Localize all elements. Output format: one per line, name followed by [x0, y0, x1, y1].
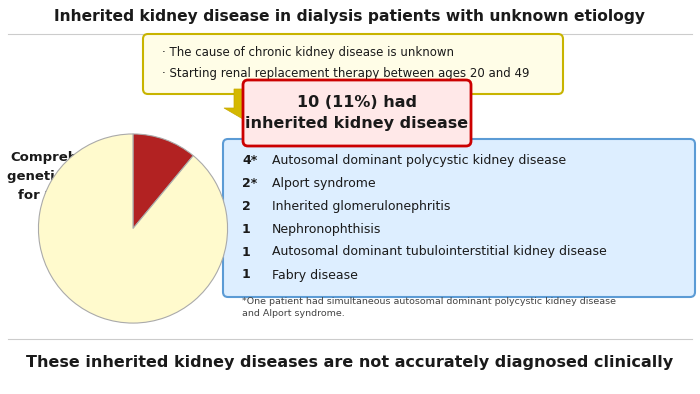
- Text: 1: 1: [242, 223, 251, 236]
- Text: Comprehensive: Comprehensive: [10, 151, 126, 164]
- Text: Fabry disease: Fabry disease: [272, 268, 358, 281]
- Polygon shape: [224, 89, 272, 122]
- FancyBboxPatch shape: [243, 80, 471, 146]
- FancyBboxPatch shape: [223, 139, 695, 297]
- Text: 2*: 2*: [242, 177, 258, 190]
- Text: 10 (11%) had
inherited kidney disease: 10 (11%) had inherited kidney disease: [246, 95, 468, 131]
- Text: 1: 1: [242, 268, 251, 281]
- Text: · Starting renal replacement therapy between ages 20 and 49: · Starting renal replacement therapy bet…: [162, 67, 529, 80]
- Wedge shape: [133, 134, 193, 229]
- Text: *One patient had simultaneous autosomal dominant polycystic kidney disease
and A: *One patient had simultaneous autosomal …: [242, 297, 616, 318]
- Text: Inherited kidney disease in dialysis patients with unknown etiology: Inherited kidney disease in dialysis pat…: [55, 9, 645, 24]
- Text: 2: 2: [242, 199, 251, 212]
- Text: for 90 people: for 90 people: [18, 188, 118, 201]
- Text: Autosomal dominant tubulointerstitial kidney disease: Autosomal dominant tubulointerstitial ki…: [272, 245, 607, 258]
- Text: 4*: 4*: [242, 154, 258, 167]
- Text: 1: 1: [242, 245, 251, 258]
- Text: Nephronophthisis: Nephronophthisis: [272, 223, 382, 236]
- Text: Alport syndrome: Alport syndrome: [272, 177, 376, 190]
- Text: genetic analysis: genetic analysis: [8, 169, 129, 182]
- Text: · The cause of chronic kidney disease is unknown: · The cause of chronic kidney disease is…: [162, 45, 454, 58]
- Text: These inherited kidney diseases are not accurately diagnosed clinically: These inherited kidney diseases are not …: [27, 355, 673, 370]
- Text: Autosomal dominant polycystic kidney disease: Autosomal dominant polycystic kidney dis…: [272, 154, 566, 167]
- Text: Inherited glomerulonephritis: Inherited glomerulonephritis: [272, 199, 450, 212]
- FancyBboxPatch shape: [143, 34, 563, 94]
- Wedge shape: [38, 134, 228, 323]
